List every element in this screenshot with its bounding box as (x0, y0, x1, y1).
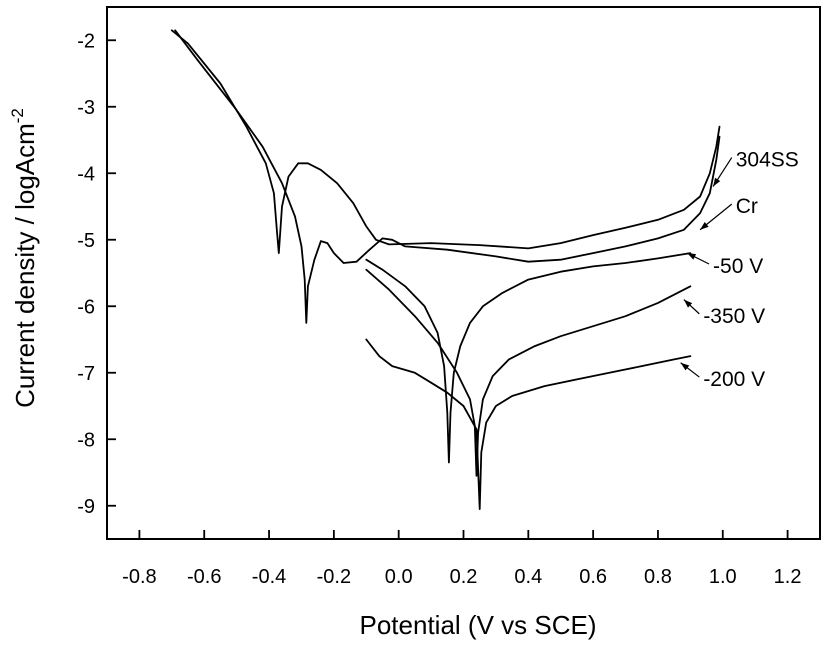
y-axis-title-superscript: -2 (8, 108, 27, 123)
curve-350-v (365, 268, 692, 477)
series-label-200-v: -200 V (703, 368, 765, 391)
y-tick-label: -7 (77, 363, 95, 385)
pointer-arrowhead-cr (700, 222, 709, 230)
series-label-304ss: 304SS (736, 149, 799, 172)
curve-cr (174, 29, 721, 324)
y-tick-label: -9 (77, 496, 95, 518)
series-labels-layer: 304SS Cr -50 V -350 V -200 V (680, 149, 799, 391)
series-label-50-v: -50 V (713, 255, 763, 278)
y-tick-label: -8 (77, 429, 95, 451)
curve-200-v (365, 338, 692, 510)
y-tick-label: -4 (77, 163, 95, 185)
x-tick-label: -0.8 (122, 566, 156, 588)
x-tick-label: 0.4 (514, 566, 542, 588)
y-tick-label: -5 (77, 230, 95, 252)
y-tick-label: -3 (77, 97, 95, 119)
curve-50-v (365, 252, 692, 464)
curve-304ss (170, 29, 721, 254)
pointer-arrowhead-304ss (713, 177, 721, 187)
series-label-cr: Cr (736, 195, 758, 218)
curves-layer (170, 29, 721, 510)
y-tick-label: -2 (77, 30, 95, 52)
x-tick-label: -0.6 (187, 566, 221, 588)
x-tick-label: 0.6 (579, 566, 607, 588)
x-tick-label: -0.4 (252, 566, 286, 588)
y-axis: -9 -8 -7 -6 -5 -4 -3 -2 (77, 30, 116, 518)
series-label-350-v: -350 V (703, 305, 765, 328)
x-tick-label: 1.0 (709, 566, 737, 588)
x-axis-title: Potential (V vs SCE) (360, 610, 597, 640)
x-axis: -0.8 -0.6 -0.4 -0.2 0.0 0.2 0.4 0.6 0.8 1.0 1.2 (122, 530, 801, 588)
x-tick-label: 1.2 (774, 566, 802, 588)
y-axis-title-group: Current density / logAcm-2 (8, 108, 40, 408)
pointer-arrowhead-50-v (687, 253, 697, 260)
y-axis-title: Current density / logAcm-2 (8, 108, 40, 408)
x-tick-label: 0.8 (644, 566, 672, 588)
pointer-arrowhead-350-v (683, 299, 693, 308)
x-tick-label: 0.2 (450, 566, 478, 588)
x-tick-label: 0.0 (385, 566, 413, 588)
pointer-arrowhead-200-v (680, 362, 690, 371)
y-axis-title-main: Current density / logAcm (10, 123, 40, 408)
x-tick-label: -0.2 (317, 566, 351, 588)
y-tick-label: -6 (77, 296, 95, 318)
